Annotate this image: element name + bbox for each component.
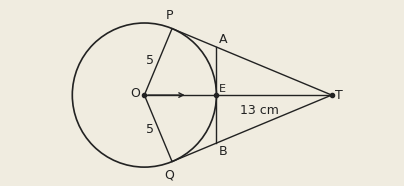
Text: A: A [219, 33, 227, 46]
Text: T: T [335, 89, 342, 102]
Text: 5: 5 [145, 54, 154, 67]
Text: B: B [219, 145, 227, 158]
Text: P: P [165, 9, 173, 22]
Text: 13 cm: 13 cm [240, 104, 279, 117]
Text: O: O [130, 87, 140, 100]
Text: 5: 5 [145, 123, 154, 136]
Text: E: E [219, 84, 225, 94]
Text: Q: Q [164, 168, 174, 181]
